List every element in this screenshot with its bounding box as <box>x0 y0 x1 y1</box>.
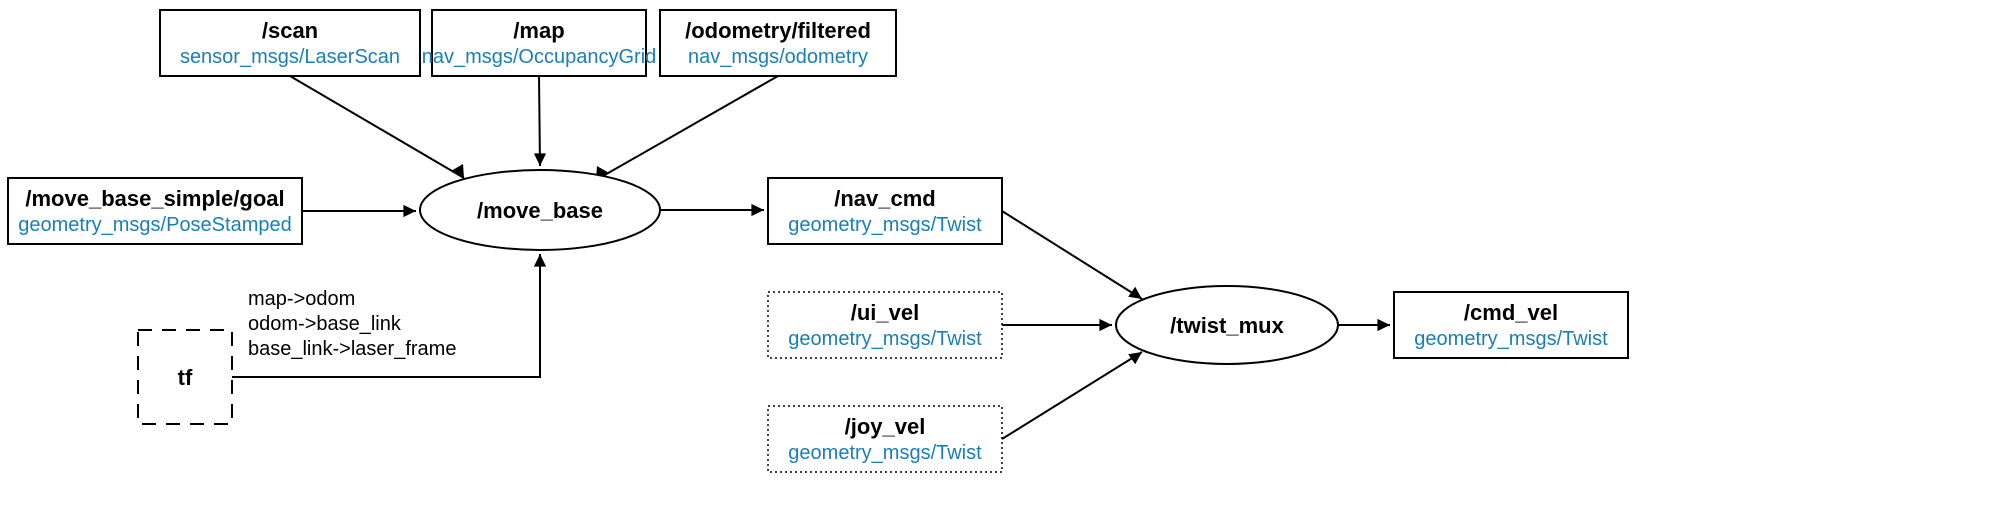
node-scan: /scan sensor_msgs/LaserScan <box>160 10 420 76</box>
arrowhead <box>751 204 764 216</box>
edge-label: map->odom <box>248 288 355 310</box>
edge-joy <box>1002 352 1142 439</box>
nodes-layer: /scan sensor_msgs/LaserScan/map nav_msgs/O… <box>8 10 1628 472</box>
node-subtitle: geometry_msgs/Twist <box>788 328 982 350</box>
node-subtitle: geometry_msgs/Twist <box>1414 328 1608 350</box>
edge-odom <box>596 76 778 180</box>
node-subtitle: geometry_msgs/Twist <box>788 442 982 464</box>
node-subtitle: nav_msgs/odometry <box>688 46 868 68</box>
node-title: /map <box>513 18 564 43</box>
edge-label: odom->base_link <box>248 313 402 335</box>
node-joy: /joy_vel geometry_msgs/Twist <box>768 406 1002 472</box>
node-title: tf <box>178 365 193 390</box>
edge-nav <box>1002 211 1142 299</box>
arrowhead <box>1377 319 1390 331</box>
arrowhead <box>1128 352 1142 364</box>
node-title: /move_base <box>477 198 603 223</box>
edges-layer: map->odom odom->base_link base_link->laser… <box>232 76 1390 439</box>
edge-label: base_link->laser_frame <box>248 338 456 360</box>
node-title: /scan <box>262 18 318 43</box>
node-nav: /nav_cmd geometry_msgs/Twist <box>768 178 1002 244</box>
node-subtitle: sensor_msgs/LaserScan <box>180 46 400 68</box>
node-ui: /ui_vel geometry_msgs/Twist <box>768 292 1002 358</box>
edge-map <box>539 76 540 166</box>
node-title: /ui_vel <box>851 300 919 325</box>
node-title: /joy_vel <box>845 414 926 439</box>
ros-graph-diagram: map->odom odom->base_link base_link->laser… <box>0 0 2000 515</box>
node-tf: tf <box>138 330 232 424</box>
node-subtitle: geometry_msgs/Twist <box>788 214 982 236</box>
arrowhead <box>1099 319 1112 331</box>
node-title: /nav_cmd <box>834 186 936 211</box>
node-title: /cmd_vel <box>1464 300 1558 325</box>
node-goal: /move_base_simple/goal geometry_msgs/Pose… <box>8 178 302 244</box>
node-title: /twist_mux <box>1170 313 1284 338</box>
arrowhead <box>1128 287 1142 299</box>
node-odom: /odometry/filtered nav_msgs/odometry <box>660 10 896 76</box>
node-subtitle: geometry_msgs/PoseStamped <box>18 214 291 236</box>
node-cmd: /cmd_vel geometry_msgs/Twist <box>1394 292 1628 358</box>
arrowhead <box>452 164 464 178</box>
edge-scan <box>290 76 464 178</box>
node-move: /move_base <box>420 170 660 250</box>
node-title: /odometry/filtered <box>685 18 871 43</box>
node-subtitle: nav_msgs/OccupancyGrid <box>422 46 657 68</box>
node-title: /move_base_simple/goal <box>25 186 284 211</box>
node-map: /map nav_msgs/OccupancyGrid <box>422 10 657 76</box>
arrowhead <box>403 205 416 217</box>
arrowhead <box>534 153 546 166</box>
node-mux: /twist_mux <box>1116 286 1338 364</box>
arrowhead <box>534 254 546 267</box>
